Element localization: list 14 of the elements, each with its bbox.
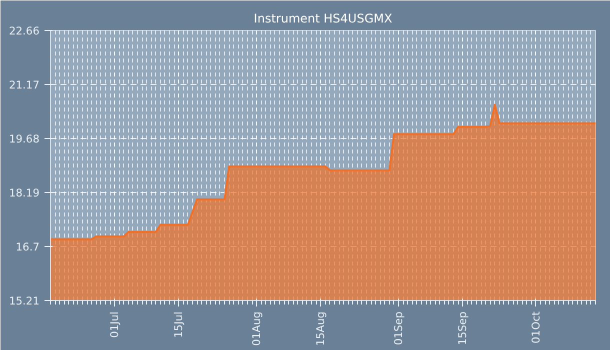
x-tick-label: 01Aug [250,311,264,346]
x-tick-label: 01Sep [392,311,406,346]
x-tick-label: 01Jul [108,311,122,338]
y-tick-label: 19.68 [8,132,40,146]
y-tick-label: 16.7 [16,240,40,254]
y-tick-label: 21.17 [8,78,40,92]
y-tick-label: 22.66 [8,24,40,38]
x-tick-label: 15Sep [456,311,470,346]
y-tick-label: 15.21 [8,294,40,308]
y-tick-label: 18.19 [8,186,40,200]
x-tick-label: 01Oct [529,312,542,344]
x-tick-label: 15Jul [172,311,186,338]
x-tick-label: 15Aug [314,311,328,346]
chart-title: Instrument HS4USGMX [254,12,392,26]
